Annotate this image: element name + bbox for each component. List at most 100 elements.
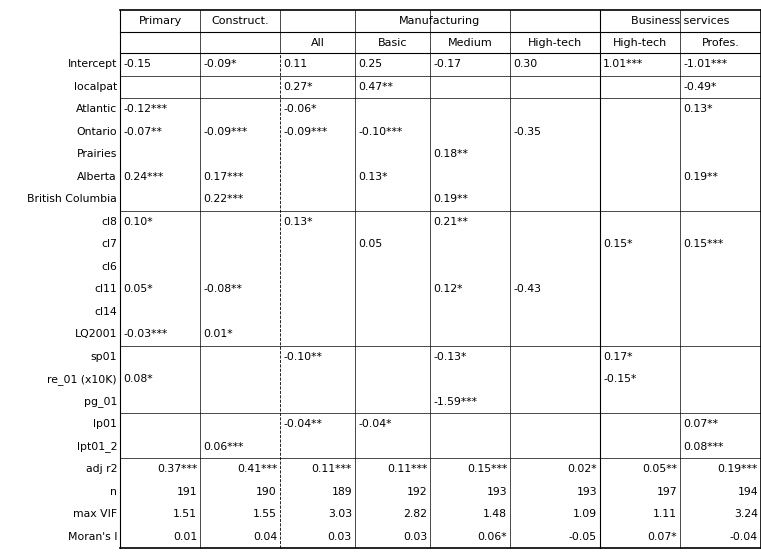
Text: 0.19**: 0.19**: [433, 194, 468, 204]
Text: 1.11: 1.11: [653, 509, 677, 519]
Text: 194: 194: [737, 486, 758, 497]
Text: 0.08*: 0.08*: [123, 374, 153, 384]
Text: Intercept: Intercept: [68, 59, 117, 70]
Text: Basic: Basic: [377, 37, 407, 47]
Text: 0.10*: 0.10*: [123, 217, 153, 227]
Text: 0.13*: 0.13*: [683, 105, 712, 114]
Text: 0.05*: 0.05*: [123, 284, 153, 294]
Text: 1.09: 1.09: [573, 509, 597, 519]
Text: 0.17***: 0.17***: [203, 172, 244, 182]
Text: -0.08**: -0.08**: [203, 284, 242, 294]
Text: Moran's I: Moran's I: [68, 532, 117, 542]
Text: -0.09***: -0.09***: [283, 127, 327, 137]
Text: 0.13*: 0.13*: [358, 172, 387, 182]
Text: 0.19***: 0.19***: [718, 464, 758, 474]
Text: 1.51: 1.51: [173, 509, 197, 519]
Text: 1.48: 1.48: [483, 509, 507, 519]
Text: -0.05: -0.05: [569, 532, 597, 542]
Text: British Columbia: British Columbia: [27, 194, 117, 204]
Text: -0.15: -0.15: [123, 59, 151, 70]
Text: 0.24***: 0.24***: [123, 172, 164, 182]
Text: High-tech: High-tech: [528, 37, 582, 47]
Text: LQ2001: LQ2001: [75, 329, 117, 339]
Text: 0.11***: 0.11***: [387, 464, 427, 474]
Text: cl14: cl14: [94, 307, 117, 317]
Text: 0.06*: 0.06*: [477, 532, 507, 542]
Text: 0.01: 0.01: [173, 532, 197, 542]
Text: 0.07*: 0.07*: [648, 532, 677, 542]
Text: max VIF: max VIF: [73, 509, 117, 519]
Text: Atlantic: Atlantic: [76, 105, 117, 114]
Text: 0.41***: 0.41***: [237, 464, 277, 474]
Text: -0.07**: -0.07**: [123, 127, 162, 137]
Text: 0.22***: 0.22***: [203, 194, 244, 204]
Text: -0.17: -0.17: [433, 59, 461, 70]
Text: 1.55: 1.55: [253, 509, 277, 519]
Text: -1.01***: -1.01***: [683, 59, 727, 70]
Text: 0.37***: 0.37***: [157, 464, 197, 474]
Text: 0.13*: 0.13*: [283, 217, 313, 227]
Text: -0.04*: -0.04*: [358, 419, 391, 429]
Text: 0.08***: 0.08***: [683, 442, 724, 451]
Text: 0.47**: 0.47**: [358, 82, 393, 92]
Text: Business services: Business services: [632, 16, 730, 26]
Text: -0.03***: -0.03***: [123, 329, 167, 339]
Text: -1.59***: -1.59***: [433, 397, 477, 407]
Text: Manufacturing: Manufacturing: [400, 16, 481, 26]
Text: -0.35: -0.35: [513, 127, 541, 137]
Text: -0.43: -0.43: [513, 284, 541, 294]
Text: Alberta: Alberta: [78, 172, 117, 182]
Text: 0.05**: 0.05**: [642, 464, 677, 474]
Text: 1.01***: 1.01***: [603, 59, 643, 70]
Text: 0.11: 0.11: [283, 59, 307, 70]
Text: 190: 190: [256, 486, 277, 497]
Text: 0.03: 0.03: [403, 532, 427, 542]
Text: 0.30: 0.30: [513, 59, 537, 70]
Text: Construct.: Construct.: [212, 16, 269, 26]
Text: 0.05: 0.05: [358, 239, 382, 249]
Text: 0.15***: 0.15***: [683, 239, 723, 249]
Text: lpt01_2: lpt01_2: [77, 441, 117, 452]
Text: 0.04: 0.04: [253, 532, 277, 542]
Text: 0.15*: 0.15*: [603, 239, 632, 249]
Text: Primary: Primary: [139, 16, 182, 26]
Text: 0.15***: 0.15***: [466, 464, 507, 474]
Text: 193: 193: [576, 486, 597, 497]
Text: 189: 189: [331, 486, 352, 497]
Text: -0.10**: -0.10**: [283, 352, 322, 362]
Text: 0.27*: 0.27*: [283, 82, 313, 92]
Text: 3.24: 3.24: [734, 509, 758, 519]
Text: 0.03: 0.03: [328, 532, 352, 542]
Text: -0.10***: -0.10***: [358, 127, 403, 137]
Text: 0.25: 0.25: [358, 59, 382, 70]
Text: -0.12***: -0.12***: [123, 105, 167, 114]
Text: adj r2: adj r2: [85, 464, 117, 474]
Text: -0.49*: -0.49*: [683, 82, 716, 92]
Text: 0.19**: 0.19**: [683, 172, 718, 182]
Text: -0.04**: -0.04**: [283, 419, 322, 429]
Text: Prairies: Prairies: [77, 149, 117, 159]
Text: 0.06***: 0.06***: [203, 442, 244, 451]
Text: 3.03: 3.03: [328, 509, 352, 519]
Text: cl11: cl11: [94, 284, 117, 294]
Text: 0.01*: 0.01*: [203, 329, 233, 339]
Text: All: All: [310, 37, 324, 47]
Text: cl7: cl7: [101, 239, 117, 249]
Text: 0.12*: 0.12*: [433, 284, 463, 294]
Text: pg_01: pg_01: [84, 396, 117, 407]
Text: 0.07**: 0.07**: [683, 419, 718, 429]
Text: -0.09*: -0.09*: [203, 59, 237, 70]
Text: 0.02*: 0.02*: [568, 464, 597, 474]
Text: High-tech: High-tech: [613, 37, 667, 47]
Text: localpat: localpat: [74, 82, 117, 92]
Text: Medium: Medium: [447, 37, 492, 47]
Text: sp01: sp01: [91, 352, 117, 362]
Text: -0.06*: -0.06*: [283, 105, 317, 114]
Text: cl6: cl6: [101, 262, 117, 272]
Text: -0.13*: -0.13*: [433, 352, 466, 362]
Text: lp01: lp01: [93, 419, 117, 429]
Text: -0.04: -0.04: [730, 532, 758, 542]
Text: 197: 197: [657, 486, 677, 497]
Text: -0.09***: -0.09***: [203, 127, 247, 137]
Text: Ontario: Ontario: [76, 127, 117, 137]
